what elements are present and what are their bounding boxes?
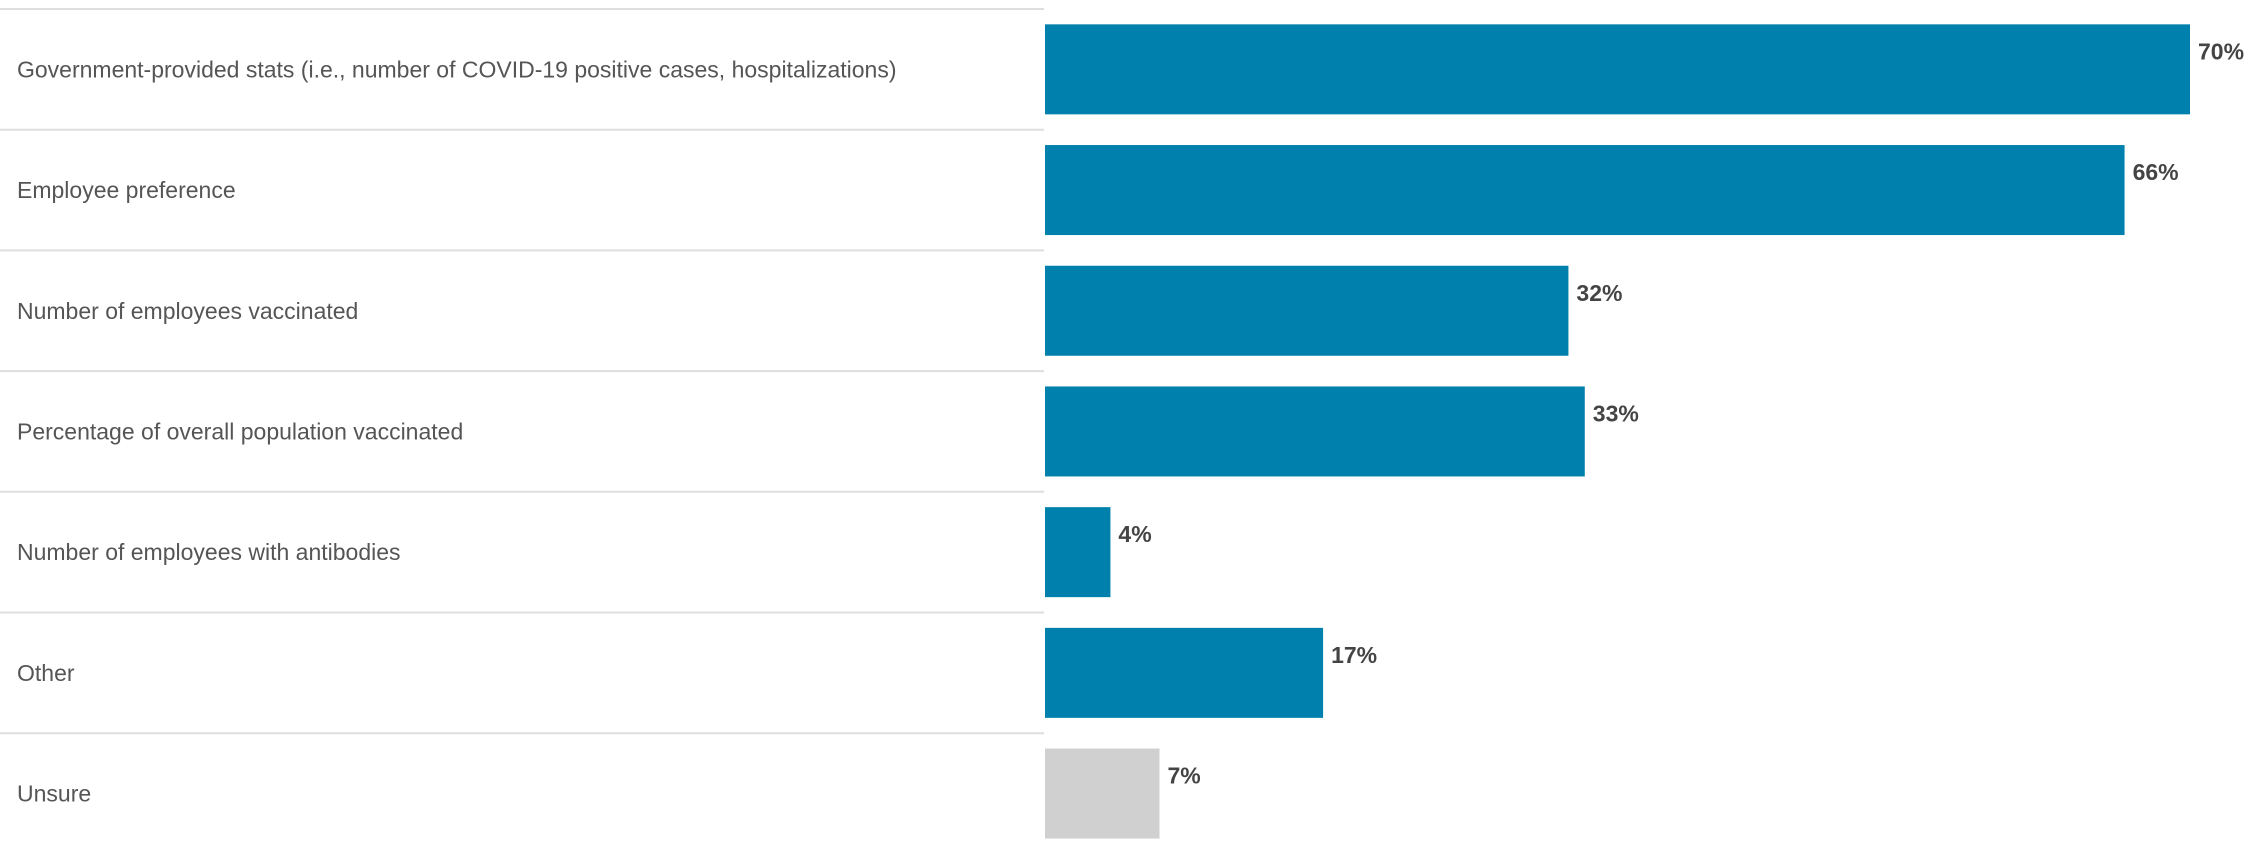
category-label: Number of employees vaccinated: [17, 298, 358, 324]
value-label: 32%: [1576, 280, 1622, 306]
row-dividers: [0, 8, 1044, 735]
bar-row: Number of employees with antibodies 4%: [17, 507, 1152, 598]
bar: [1045, 507, 1111, 598]
bar: [1045, 627, 1324, 718]
bar-row: Employee preference 66%: [17, 145, 2179, 236]
bar: [1045, 386, 1585, 477]
value-label: 66%: [2133, 159, 2179, 185]
value-label: 33%: [1593, 400, 1639, 426]
category-label: Unsure: [17, 781, 91, 807]
bar-row: Percentage of overall population vaccina…: [17, 386, 1639, 477]
value-label: 17%: [1331, 642, 1377, 668]
bar: [1045, 265, 1569, 356]
bar: [1045, 748, 1160, 839]
category-label: Employee preference: [17, 177, 236, 203]
value-label: 70%: [2198, 38, 2244, 64]
category-label: Number of employees with antibodies: [17, 539, 401, 565]
bar-row: Other 17%: [17, 627, 1377, 718]
chart-rows: Government-provided stats (i.e., number …: [17, 24, 2244, 839]
bar: [1045, 145, 2125, 236]
bar-row: Number of employees vaccinated 32%: [17, 265, 1622, 356]
bar: [1045, 24, 2190, 115]
category-label: Percentage of overall population vaccina…: [17, 418, 463, 444]
value-label: 7%: [1168, 763, 1201, 789]
value-label: 4%: [1118, 521, 1151, 547]
category-label: Government-provided stats (i.e., number …: [17, 56, 897, 82]
category-label: Other: [17, 660, 75, 686]
bar-row: Unsure 7%: [17, 748, 1201, 839]
bar-row: Government-provided stats (i.e., number …: [17, 24, 2244, 115]
